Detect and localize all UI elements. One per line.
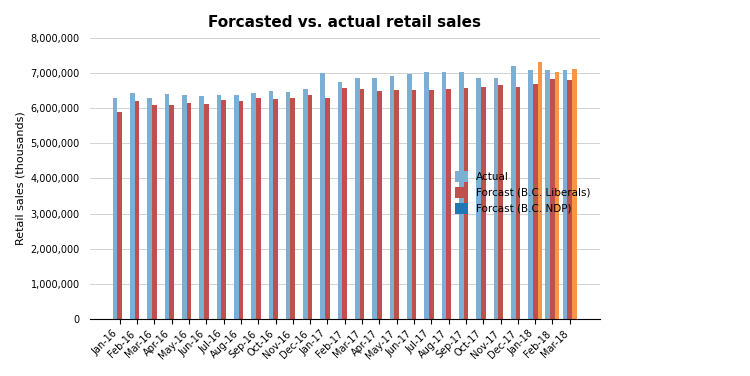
Bar <box>528 70 532 319</box>
Bar <box>459 72 464 319</box>
Bar <box>308 95 313 319</box>
Bar <box>532 85 538 319</box>
Bar <box>538 62 542 319</box>
Bar <box>442 72 446 319</box>
Bar <box>446 89 451 319</box>
Bar <box>390 76 394 319</box>
Bar <box>498 85 503 319</box>
Bar <box>562 70 568 319</box>
Y-axis label: Retail sales (thousands): Retail sales (thousands) <box>15 112 25 245</box>
Bar <box>182 95 187 319</box>
Bar <box>251 93 256 319</box>
Bar <box>325 99 330 319</box>
Bar <box>360 89 364 319</box>
Bar <box>112 98 118 319</box>
Bar <box>412 90 416 319</box>
Bar <box>429 90 433 319</box>
Bar <box>476 78 481 319</box>
Bar <box>572 69 577 319</box>
Bar <box>135 101 140 319</box>
Bar <box>286 92 290 319</box>
Bar <box>152 105 157 319</box>
Title: Forcasted vs. actual retail sales: Forcasted vs. actual retail sales <box>209 15 482 30</box>
Bar <box>130 93 135 319</box>
Bar <box>165 94 170 319</box>
Bar <box>273 99 278 319</box>
Bar <box>555 72 560 319</box>
Bar <box>550 79 555 319</box>
Legend: Actual, Forcast (B.C. Liberals), Forcast (B.C. NDP): Actual, Forcast (B.C. Liberals), Forcast… <box>452 167 595 218</box>
Bar <box>394 90 399 319</box>
Bar <box>372 78 377 319</box>
Bar <box>464 88 468 319</box>
Bar <box>511 66 515 319</box>
Bar <box>303 89 307 319</box>
Bar <box>118 112 122 319</box>
Bar <box>204 104 209 319</box>
Bar <box>187 103 191 319</box>
Bar <box>221 100 226 319</box>
Bar <box>234 95 238 319</box>
Bar <box>200 96 204 319</box>
Bar <box>238 101 243 319</box>
Bar <box>545 70 550 319</box>
Bar <box>268 91 273 319</box>
Bar <box>515 86 520 319</box>
Bar <box>407 74 412 319</box>
Bar <box>147 99 152 319</box>
Bar <box>217 95 221 319</box>
Bar <box>481 86 485 319</box>
Bar <box>256 98 260 319</box>
Bar <box>290 99 296 319</box>
Bar <box>343 88 347 319</box>
Bar <box>320 73 325 319</box>
Bar <box>568 79 572 319</box>
Bar <box>377 91 382 319</box>
Bar <box>494 78 498 319</box>
Bar <box>170 105 174 319</box>
Bar <box>338 82 343 319</box>
Bar <box>355 78 360 319</box>
Bar <box>424 72 429 319</box>
